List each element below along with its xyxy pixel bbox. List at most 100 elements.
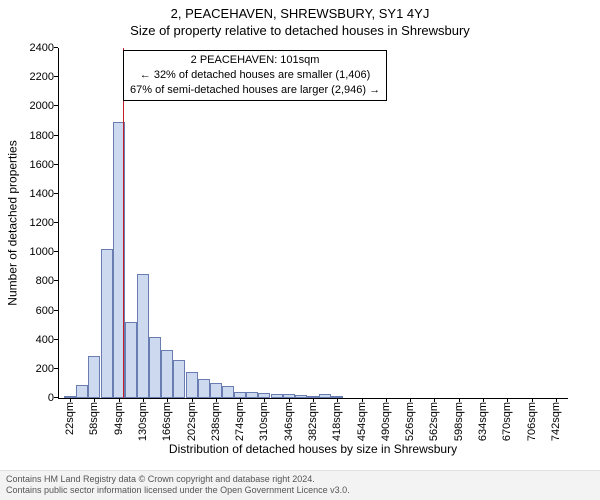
x-tick-label: 202sqm <box>186 398 198 441</box>
x-tick-mark <box>313 398 314 402</box>
y-tick-label: 2200 <box>30 71 58 83</box>
annotation-line: 2 PEACEHAVEN: 101sqm <box>130 53 380 68</box>
histogram-bar <box>319 394 331 398</box>
x-tick-mark <box>507 398 508 402</box>
y-tick-label: 800 <box>36 275 58 287</box>
x-tick-label: 526sqm <box>404 398 416 441</box>
y-tick-mark <box>54 251 58 252</box>
y-tick-label: 1800 <box>30 130 58 142</box>
histogram-bar <box>137 274 149 398</box>
y-tick-mark <box>54 280 58 281</box>
y-tick-mark <box>54 368 58 369</box>
x-tick-mark <box>240 398 241 402</box>
x-tick-mark <box>70 398 71 402</box>
y-tick-label: 2400 <box>30 42 58 54</box>
y-tick-label: 1000 <box>30 246 58 258</box>
histogram-bar <box>125 322 137 398</box>
annotation-box: 2 PEACEHAVEN: 101sqm← 32% of detached ho… <box>123 50 387 101</box>
x-tick-label: 238sqm <box>210 398 222 441</box>
y-tick-label: 1600 <box>30 159 58 171</box>
y-tick-label: 600 <box>36 305 58 317</box>
histogram-bar <box>307 396 319 398</box>
plot-area: 0200400600800100012001400160018002000220… <box>58 48 568 399</box>
y-axis-spine <box>58 48 59 398</box>
x-tick-label: 562sqm <box>428 398 440 441</box>
histogram-bar <box>258 393 270 398</box>
histogram-bar <box>198 379 210 398</box>
x-tick-mark <box>264 398 265 402</box>
x-tick-label: 418sqm <box>331 398 343 441</box>
y-tick-label: 200 <box>36 363 58 375</box>
x-tick-label: 22sqm <box>64 398 76 435</box>
histogram-bar <box>101 249 113 398</box>
histogram-bar <box>295 395 307 398</box>
y-tick-mark <box>54 47 58 48</box>
histogram-bar <box>234 392 246 398</box>
annotation-line: ← 32% of detached houses are smaller (1,… <box>130 68 380 83</box>
y-tick-mark <box>54 310 58 311</box>
x-tick-mark <box>410 398 411 402</box>
y-tick-mark <box>54 397 58 398</box>
x-tick-label: 706sqm <box>526 398 538 441</box>
histogram-bar <box>222 386 234 398</box>
x-tick-mark <box>143 398 144 402</box>
y-tick-label: 2000 <box>30 100 58 112</box>
chart-title: Size of property relative to detached ho… <box>0 21 600 38</box>
histogram-bar <box>88 356 100 398</box>
x-tick-label: 382sqm <box>307 398 319 441</box>
y-tick-mark <box>54 135 58 136</box>
x-tick-label: 454sqm <box>356 398 368 441</box>
y-tick-mark <box>54 105 58 106</box>
x-tick-mark <box>556 398 557 402</box>
x-tick-mark <box>94 398 95 402</box>
histogram-bar <box>210 383 222 398</box>
x-tick-mark <box>362 398 363 402</box>
histogram-bar <box>283 394 295 398</box>
x-tick-mark <box>167 398 168 402</box>
y-tick-label: 0 <box>48 392 58 404</box>
chart-container: 2, PEACEHAVEN, SHREWSBURY, SY1 4YJ Size … <box>0 0 600 500</box>
x-tick-mark <box>337 398 338 402</box>
footer-line-2: Contains public sector information licen… <box>6 485 594 497</box>
y-tick-mark <box>54 164 58 165</box>
footer-attribution: Contains HM Land Registry data © Crown c… <box>0 470 600 500</box>
x-tick-label: 742sqm <box>550 398 562 441</box>
histogram-bar <box>64 396 76 398</box>
x-tick-label: 634sqm <box>477 398 489 441</box>
x-tick-mark <box>119 398 120 402</box>
y-tick-mark <box>54 339 58 340</box>
x-tick-label: 274sqm <box>234 398 246 441</box>
x-tick-mark <box>386 398 387 402</box>
x-tick-mark <box>192 398 193 402</box>
y-tick-mark <box>54 193 58 194</box>
x-tick-mark <box>459 398 460 402</box>
x-tick-label: 310sqm <box>258 398 270 441</box>
footer-line-1: Contains HM Land Registry data © Crown c… <box>6 474 594 486</box>
x-tick-label: 598sqm <box>453 398 465 441</box>
y-tick-mark <box>54 222 58 223</box>
x-tick-mark <box>289 398 290 402</box>
histogram-bar <box>186 372 198 398</box>
x-tick-mark <box>216 398 217 402</box>
x-tick-label: 490sqm <box>380 398 392 441</box>
x-tick-mark <box>532 398 533 402</box>
y-tick-label: 1400 <box>30 188 58 200</box>
x-tick-label: 166sqm <box>161 398 173 441</box>
x-tick-mark <box>434 398 435 402</box>
y-tick-label: 400 <box>36 334 58 346</box>
x-tick-label: 346sqm <box>283 398 295 441</box>
supertitle: 2, PEACEHAVEN, SHREWSBURY, SY1 4YJ <box>0 0 600 21</box>
histogram-bar <box>149 337 161 398</box>
x-tick-label: 130sqm <box>137 398 149 441</box>
x-tick-label: 670sqm <box>501 398 513 441</box>
x-tick-label: 58sqm <box>88 398 100 435</box>
x-tick-label: 94sqm <box>113 398 125 435</box>
histogram-bar <box>246 392 258 398</box>
histogram-bar <box>173 360 185 398</box>
y-tick-mark <box>54 76 58 77</box>
x-tick-mark <box>483 398 484 402</box>
histogram-bar <box>76 385 88 398</box>
histogram-bar <box>271 394 283 398</box>
annotation-line: 67% of semi-detached houses are larger (… <box>130 83 380 98</box>
histogram-bar <box>161 350 173 398</box>
